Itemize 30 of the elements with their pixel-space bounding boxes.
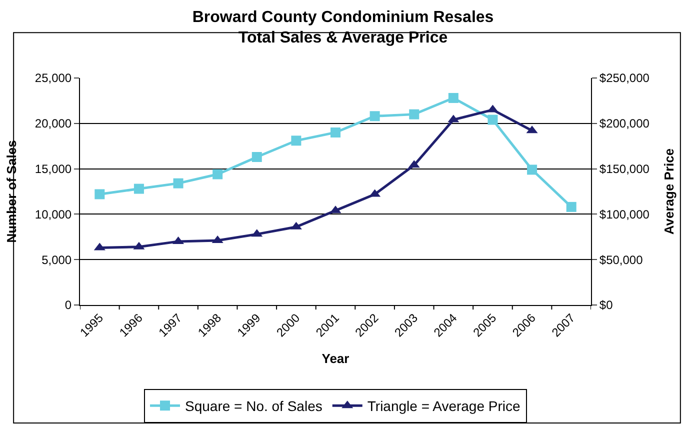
point xyxy=(134,184,144,194)
point xyxy=(252,152,262,162)
x-axis-title: Year xyxy=(322,351,350,366)
point xyxy=(370,111,380,122)
y2-tick-label: $100,000 xyxy=(599,207,650,222)
y-tick-label: 25,000 xyxy=(34,71,72,86)
point xyxy=(291,136,302,146)
y2-tick-label: $250,000 xyxy=(599,71,650,86)
y-tick-label: 20,000 xyxy=(34,116,72,131)
y2-axis-title: Average Price xyxy=(661,148,676,235)
y-tick-label: 15,000 xyxy=(34,162,72,176)
y2-tick-label: $150,000 xyxy=(599,162,650,176)
y-tick-label: 0 xyxy=(64,298,72,312)
point xyxy=(448,92,458,103)
point xyxy=(94,189,105,200)
chart-title: Broward County Condominium Resales Total Sales & Average Price xyxy=(192,8,494,47)
point xyxy=(409,109,420,120)
y2-tick-label: $50,000 xyxy=(599,252,644,267)
y2-tick-label: $0 xyxy=(599,298,614,312)
legend-label: Triangle = Average Price xyxy=(367,398,521,414)
y-tick-label: 5,000 xyxy=(42,252,72,267)
point xyxy=(212,169,223,180)
y2-tick-label: $200,000 xyxy=(599,116,650,131)
y-tick-label: 10,000 xyxy=(34,207,72,222)
point xyxy=(173,178,184,188)
legend-label: Square = No. of Sales xyxy=(185,398,322,414)
point xyxy=(566,202,576,212)
point xyxy=(527,164,538,175)
point xyxy=(330,127,340,138)
point xyxy=(488,114,498,125)
